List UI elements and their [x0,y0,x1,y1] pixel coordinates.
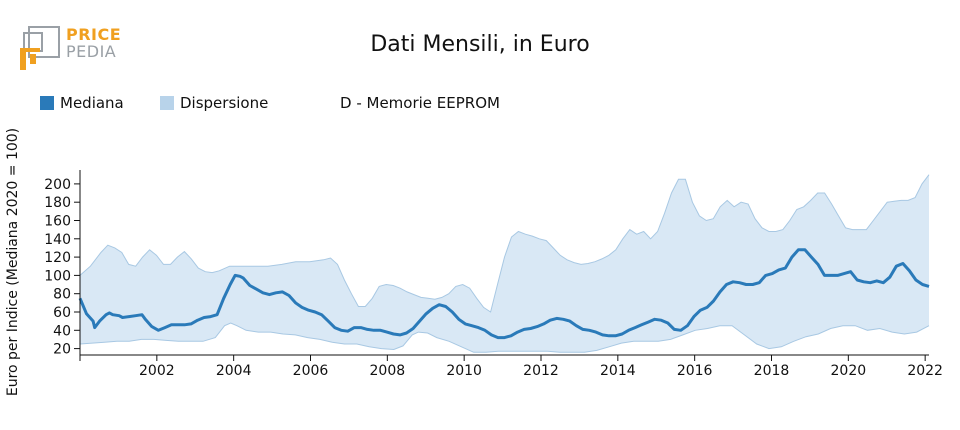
logo-text-pedia: PEDIA [66,42,117,61]
y-tick-label-80: 80 [53,287,71,303]
median-line-layer [78,248,930,340]
legend-item-dispersione[interactable]: Dispersione [160,94,268,112]
dispersion-band-upper [79,174,930,313]
subtitle-text: D - Memorie EEPROM [340,94,500,112]
legend-swatch-dispersione [160,96,174,110]
chart-subtitle: D - Memorie EEPROM [340,94,500,112]
y-tick-label-120: 120 [44,250,71,266]
logo-text-price: PRICE [66,25,122,44]
y-tick-label-160: 160 [44,213,71,229]
y-tick-label-60: 60 [53,305,71,321]
legend-label-dispersione: Dispersione [180,94,269,112]
x-tick-label-2002: 2002 [139,363,175,379]
x-tick-label-2008: 2008 [370,363,406,379]
y-tick-label-140: 140 [44,232,71,248]
dispersion-band-layer [79,174,930,353]
y-tick-label-20: 20 [53,342,71,358]
x-tick-label-2014: 2014 [600,363,636,379]
chart-title: Dati Mensili, in Euro [370,32,590,57]
x-tick-label-2016: 2016 [677,363,713,379]
x-tick-label-2012: 2012 [523,363,559,379]
x-tick-label-2010: 2010 [446,363,482,379]
x-tick-label-2004: 2004 [216,363,252,379]
y-tick-label-40: 40 [53,323,71,339]
legend-label-mediana: Mediana [60,94,124,112]
y-axis-label: Euro per Indice (Mediana 2020 = 100) [5,128,21,396]
y-tick-label-180: 180 [44,195,71,211]
legend-item-mediana[interactable]: Mediana [40,94,124,112]
x-tick-label-2006: 2006 [293,363,329,379]
x-tick-label-2018: 2018 [754,363,790,379]
y-tick-label-200: 200 [44,177,71,193]
logo-mark-icon [20,26,60,70]
x-tick-label-2022: 2022 [907,363,943,379]
pricepedia-logo: PRICE PEDIA [18,24,128,74]
dispersion-band-lower [79,322,930,353]
y-tick-label-100: 100 [44,268,71,284]
dispersion-band-area [80,174,929,353]
axes: 20 40 60 80 100 120 140 160 180 200 2002 2004 2006 20… [44,170,943,379]
x-tick-label-2020: 2020 [831,363,867,379]
median-line [78,248,930,340]
legend-swatch-mediana [40,96,54,110]
